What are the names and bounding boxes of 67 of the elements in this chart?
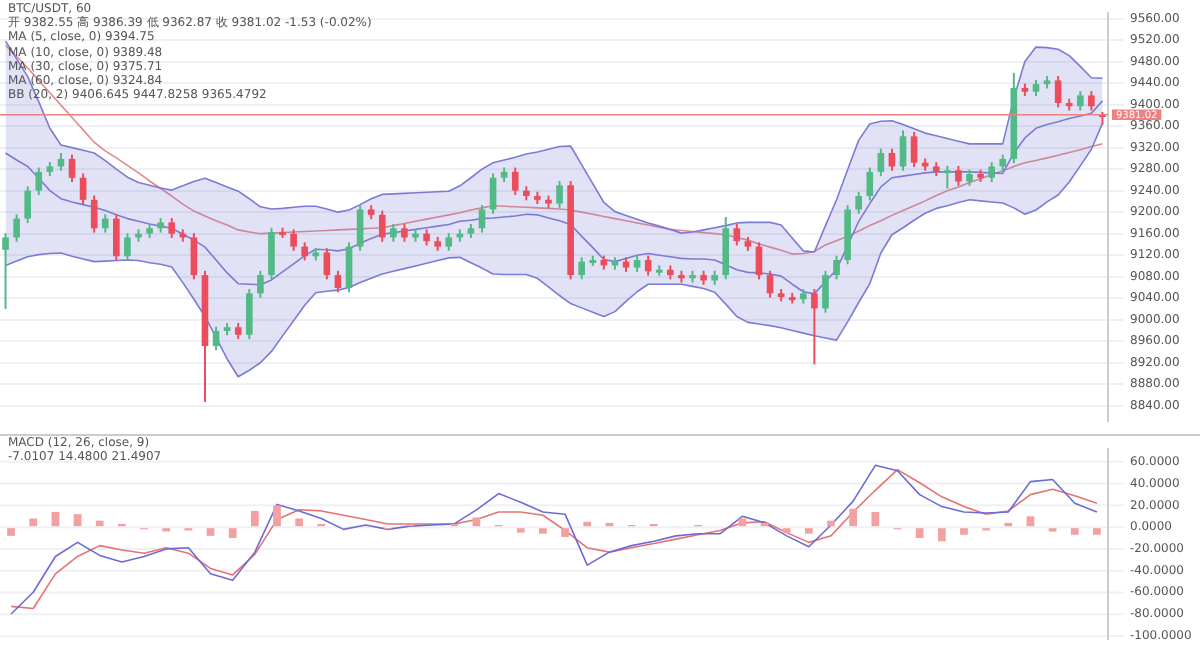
bar: [827, 520, 835, 527]
candlestick: [79, 172, 87, 206]
bar: [295, 518, 304, 527]
candlestick: [212, 325, 220, 352]
bar: [804, 528, 813, 534]
candlestick: [356, 204, 364, 252]
bar: [1093, 528, 1101, 535]
candlestick: [1054, 75, 1062, 109]
candlestick: [1076, 90, 1084, 112]
candlestick: [644, 254, 652, 277]
candlestick: [301, 241, 309, 262]
candlestick: [323, 247, 331, 281]
candlestick: [478, 204, 486, 234]
candlestick: [190, 232, 198, 281]
bar: [206, 528, 215, 536]
bar: [583, 521, 592, 527]
bar: [937, 528, 946, 542]
bar: [561, 528, 569, 537]
bar: [738, 518, 747, 527]
candlestick: [955, 164, 962, 187]
candlestick: [733, 222, 741, 247]
candlestick: [877, 147, 885, 178]
candlestick: [899, 129, 907, 172]
bar: [273, 505, 281, 527]
bar: [29, 518, 38, 527]
bar: [539, 528, 547, 534]
candlestick: [2, 232, 9, 310]
candlestick: [855, 190, 863, 215]
candlestick: [35, 166, 43, 196]
bar: [472, 517, 481, 527]
candlestick: [578, 256, 586, 281]
bar: [915, 528, 924, 539]
candlestick: [722, 216, 730, 281]
candlestick: [556, 179, 563, 209]
candlestick: [290, 228, 297, 252]
bar: [1070, 528, 1079, 535]
candlestick: [866, 166, 874, 202]
candlestick: [378, 209, 386, 243]
candlestick: [24, 185, 32, 224]
candlestick: [988, 161, 995, 184]
candlestick: [822, 269, 829, 314]
candlestick: [68, 153, 76, 184]
candlestick: [101, 213, 109, 234]
candlestick: [245, 288, 253, 341]
candlestick: [511, 166, 519, 196]
candlestick: [113, 213, 120, 262]
candlestick: [334, 269, 342, 294]
bar: [871, 512, 880, 527]
candlestick: [833, 254, 840, 281]
candlestick: [910, 131, 918, 168]
bar: [228, 528, 237, 539]
bar: [73, 514, 82, 527]
candlestick: [944, 164, 951, 190]
candlestick: [268, 226, 275, 281]
bar: [95, 520, 104, 527]
bar: [849, 508, 858, 527]
candlestick: [124, 232, 131, 262]
candlestick: [168, 217, 176, 239]
bar: [7, 528, 15, 536]
bar: [960, 528, 968, 535]
bar: [250, 510, 259, 527]
bar: [1026, 516, 1035, 527]
candlestick: [811, 288, 818, 366]
candlestick: [13, 213, 20, 243]
candlestick: [257, 269, 264, 299]
candlestick: [90, 194, 98, 234]
candlestick: [1088, 90, 1095, 112]
